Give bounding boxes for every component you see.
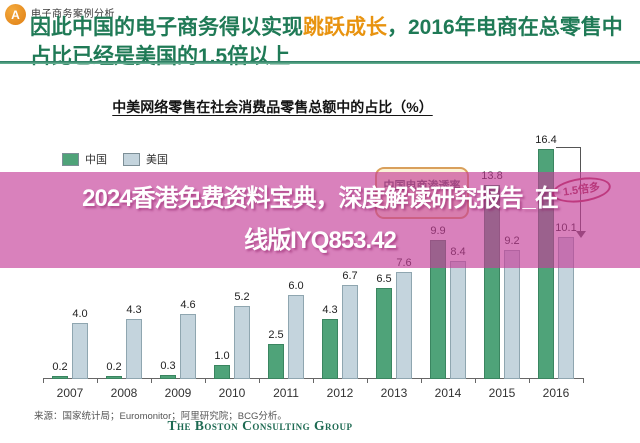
x-axis-line [43, 378, 584, 379]
x-axis-tick [313, 379, 314, 383]
section-badge: A [5, 4, 26, 25]
x-axis-label: 2011 [273, 386, 299, 400]
bar-value-label: 2.5 [268, 329, 284, 341]
x-axis-label: 2008 [110, 386, 138, 400]
x-axis-tick [421, 379, 422, 383]
source-note: 来源：国家统计局；Euromonitor；阿里研究院；BCG分析。 [34, 411, 287, 422]
bar-value-label: 4.3 [322, 304, 338, 316]
bar-美国-2009 [180, 314, 196, 379]
x-axis-label: 2016 [542, 386, 570, 400]
bar-美国-2014 [450, 261, 466, 379]
x-axis-tick [259, 379, 260, 383]
bar-中国-2009 [160, 375, 176, 379]
bar-value-label: 1.0 [214, 350, 230, 362]
legend-item-美国: 美国 [123, 151, 168, 167]
watermark-band: 2024香港免费资料宝典，深度解读研究报告_在 线版IYQ853.42 [0, 172, 640, 268]
slide-title-part1: 因此中国的电子商务得以实现 [30, 16, 303, 39]
legend-item-中国: 中国 [62, 151, 107, 167]
bar-中国-2007 [52, 376, 68, 379]
x-axis-tick [367, 379, 368, 383]
bar-美国-2015 [504, 250, 520, 379]
legend-swatch [62, 152, 79, 166]
x-axis-label: 2010 [218, 386, 246, 400]
bar-中国-2011 [268, 344, 284, 379]
bar-value-label: 6.5 [376, 273, 392, 285]
x-axis-tick [205, 379, 206, 383]
bar-value-label: 16.4 [535, 134, 557, 146]
watermark-line1: 2024香港免费资料宝典，深度解读研究报告_在 [82, 185, 559, 212]
bar-value-label: 0.2 [106, 361, 122, 373]
bar-value-label: 5.2 [234, 291, 250, 303]
bar-value-label: 0.2 [52, 361, 68, 373]
legend-label: 美国 [146, 154, 168, 166]
bar-美国-2013 [396, 272, 412, 379]
x-axis-tick [97, 379, 98, 383]
bar-value-label: 0.3 [160, 360, 176, 372]
chart-legend: 中国 美国 [62, 151, 184, 167]
bar-中国-2013 [376, 288, 392, 379]
slide-title-highlight: 跳跃成长 [303, 16, 387, 39]
x-axis-label: 2013 [380, 386, 408, 400]
bar-value-label: 6.7 [342, 270, 358, 282]
bar-中国-2010 [214, 365, 230, 379]
bar-中国-2008 [106, 376, 122, 379]
chart-title: 中美网络零售在社会消费品零售总额中的占比（%） [0, 97, 545, 117]
chart-title-text: 中美网络零售在社会消费品零售总额中的占比（%） [112, 99, 433, 115]
x-axis-tick [529, 379, 530, 383]
x-axis-label: 2014 [434, 386, 462, 400]
legend-swatch [123, 152, 140, 166]
legend-label: 中国 [85, 154, 107, 166]
bar-美国-2008 [126, 319, 142, 379]
bar-value-label: 4.6 [180, 299, 196, 311]
bar-value-label: 4.3 [126, 304, 142, 316]
bar-value-label: 4.0 [72, 308, 88, 320]
bcg-logo: The Boston Consulting Group [167, 418, 353, 433]
bar-美国-2012 [342, 285, 358, 379]
x-axis-label: 2015 [488, 386, 516, 400]
watermark-line2: 线版IYQ853.42 [244, 227, 397, 254]
bar-美国-2010 [234, 306, 250, 379]
category-label: 电子商务案例分析 [31, 9, 115, 20]
x-axis-label: 2009 [164, 386, 192, 400]
x-axis-label: 2007 [56, 386, 84, 400]
comparison-bracket-horizontal [556, 147, 581, 148]
x-axis-tick [151, 379, 152, 383]
bar-美国-2011 [288, 295, 304, 379]
x-axis-tick [43, 379, 44, 383]
bar-value-label: 6.0 [288, 280, 304, 292]
bar-中国-2012 [322, 319, 338, 379]
x-axis-label: 2012 [326, 386, 354, 400]
x-axis-tick [475, 379, 476, 383]
header-divider [0, 61, 640, 64]
bar-美国-2007 [72, 323, 88, 379]
x-axis-tick [583, 379, 584, 383]
